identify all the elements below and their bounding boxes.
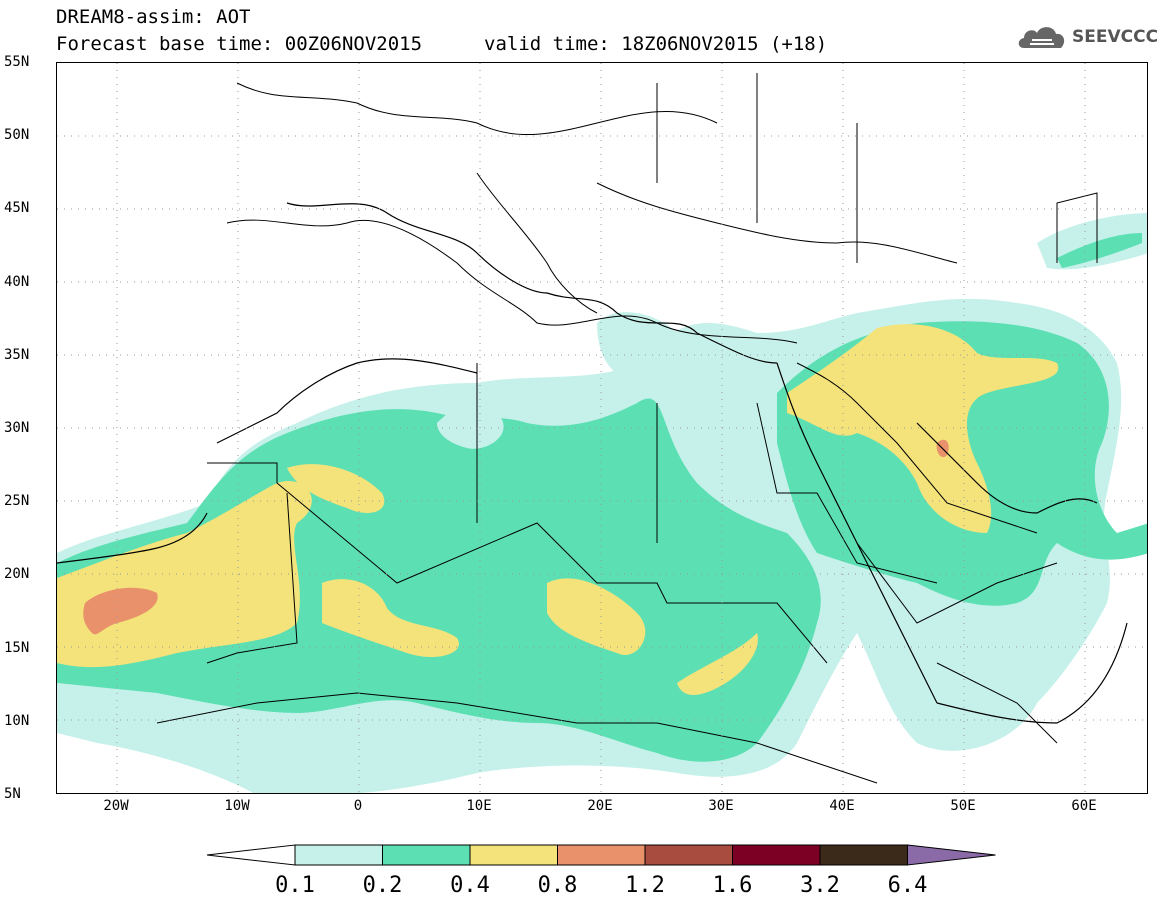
lat-label: 45N: [4, 200, 30, 217]
lon-label: 40E: [829, 798, 855, 814]
lon-label: 50E: [950, 798, 976, 814]
gridlines: [57, 63, 1147, 793]
forecast-base-time: Forecast base time: 00Z06NOV2015: [56, 33, 423, 55]
lat-label: 5N: [4, 786, 21, 802]
logo-text: SEEVCCC: [1072, 27, 1159, 47]
lat-label: 25N: [4, 493, 30, 510]
lat-label: 35N: [4, 346, 30, 363]
colorbar-label: 0.8: [537, 873, 578, 898]
colorbar-label: 0.2: [362, 873, 403, 898]
colorbar-label: 0.4: [450, 873, 490, 898]
colorbar-label: 0.1: [275, 873, 315, 898]
lon-label: 20E: [587, 798, 613, 814]
lon-label: 30E: [708, 798, 734, 814]
lat-label: 20N: [4, 566, 30, 583]
seevccc-logo: SEEVCCC: [1016, 22, 1158, 52]
valid-time: valid time: 18Z06NOV2015 (+18): [484, 33, 828, 55]
colorbar-segment: [469, 844, 558, 866]
country-borders: [156, 73, 1098, 784]
colorbar-label: 1.2: [625, 873, 665, 898]
colorbar-segment: [732, 844, 821, 866]
colorbar-segment: [644, 844, 733, 866]
map-panel: [56, 62, 1148, 794]
lat-label: 40N: [4, 273, 30, 290]
colorbar-segment: [819, 844, 908, 866]
lon-label: 0: [353, 798, 363, 814]
lat-label: 55N: [4, 54, 30, 70]
colorbar-label: 3.2: [800, 873, 840, 898]
cloud-icon: [1018, 27, 1065, 48]
colorbar-arrow-high: [907, 844, 996, 866]
lat-label: 15N: [4, 639, 30, 656]
lon-label: 10E: [466, 798, 492, 814]
coastlines: [57, 202, 1128, 724]
colorbar-label: 6.4: [887, 873, 928, 898]
lat-label: 10N: [4, 712, 30, 729]
lon-label: 60E: [1071, 798, 1097, 814]
colorbar-arrow-low: [206, 844, 296, 866]
lat-label: 50N: [4, 127, 30, 144]
colorbar: [206, 844, 996, 866]
colorbar-segment: [557, 844, 646, 866]
lon-label: 20W: [103, 798, 129, 814]
lon-label: 10W: [224, 798, 250, 814]
chart-title: DREAM8-assim: AOT: [56, 6, 251, 28]
colorbar-segment: [294, 844, 383, 866]
colorbar-segment: [382, 844, 471, 866]
lat-label: 30N: [4, 420, 30, 436]
colorbar-label: 1.6: [712, 873, 753, 898]
aot-map: [57, 63, 1147, 793]
